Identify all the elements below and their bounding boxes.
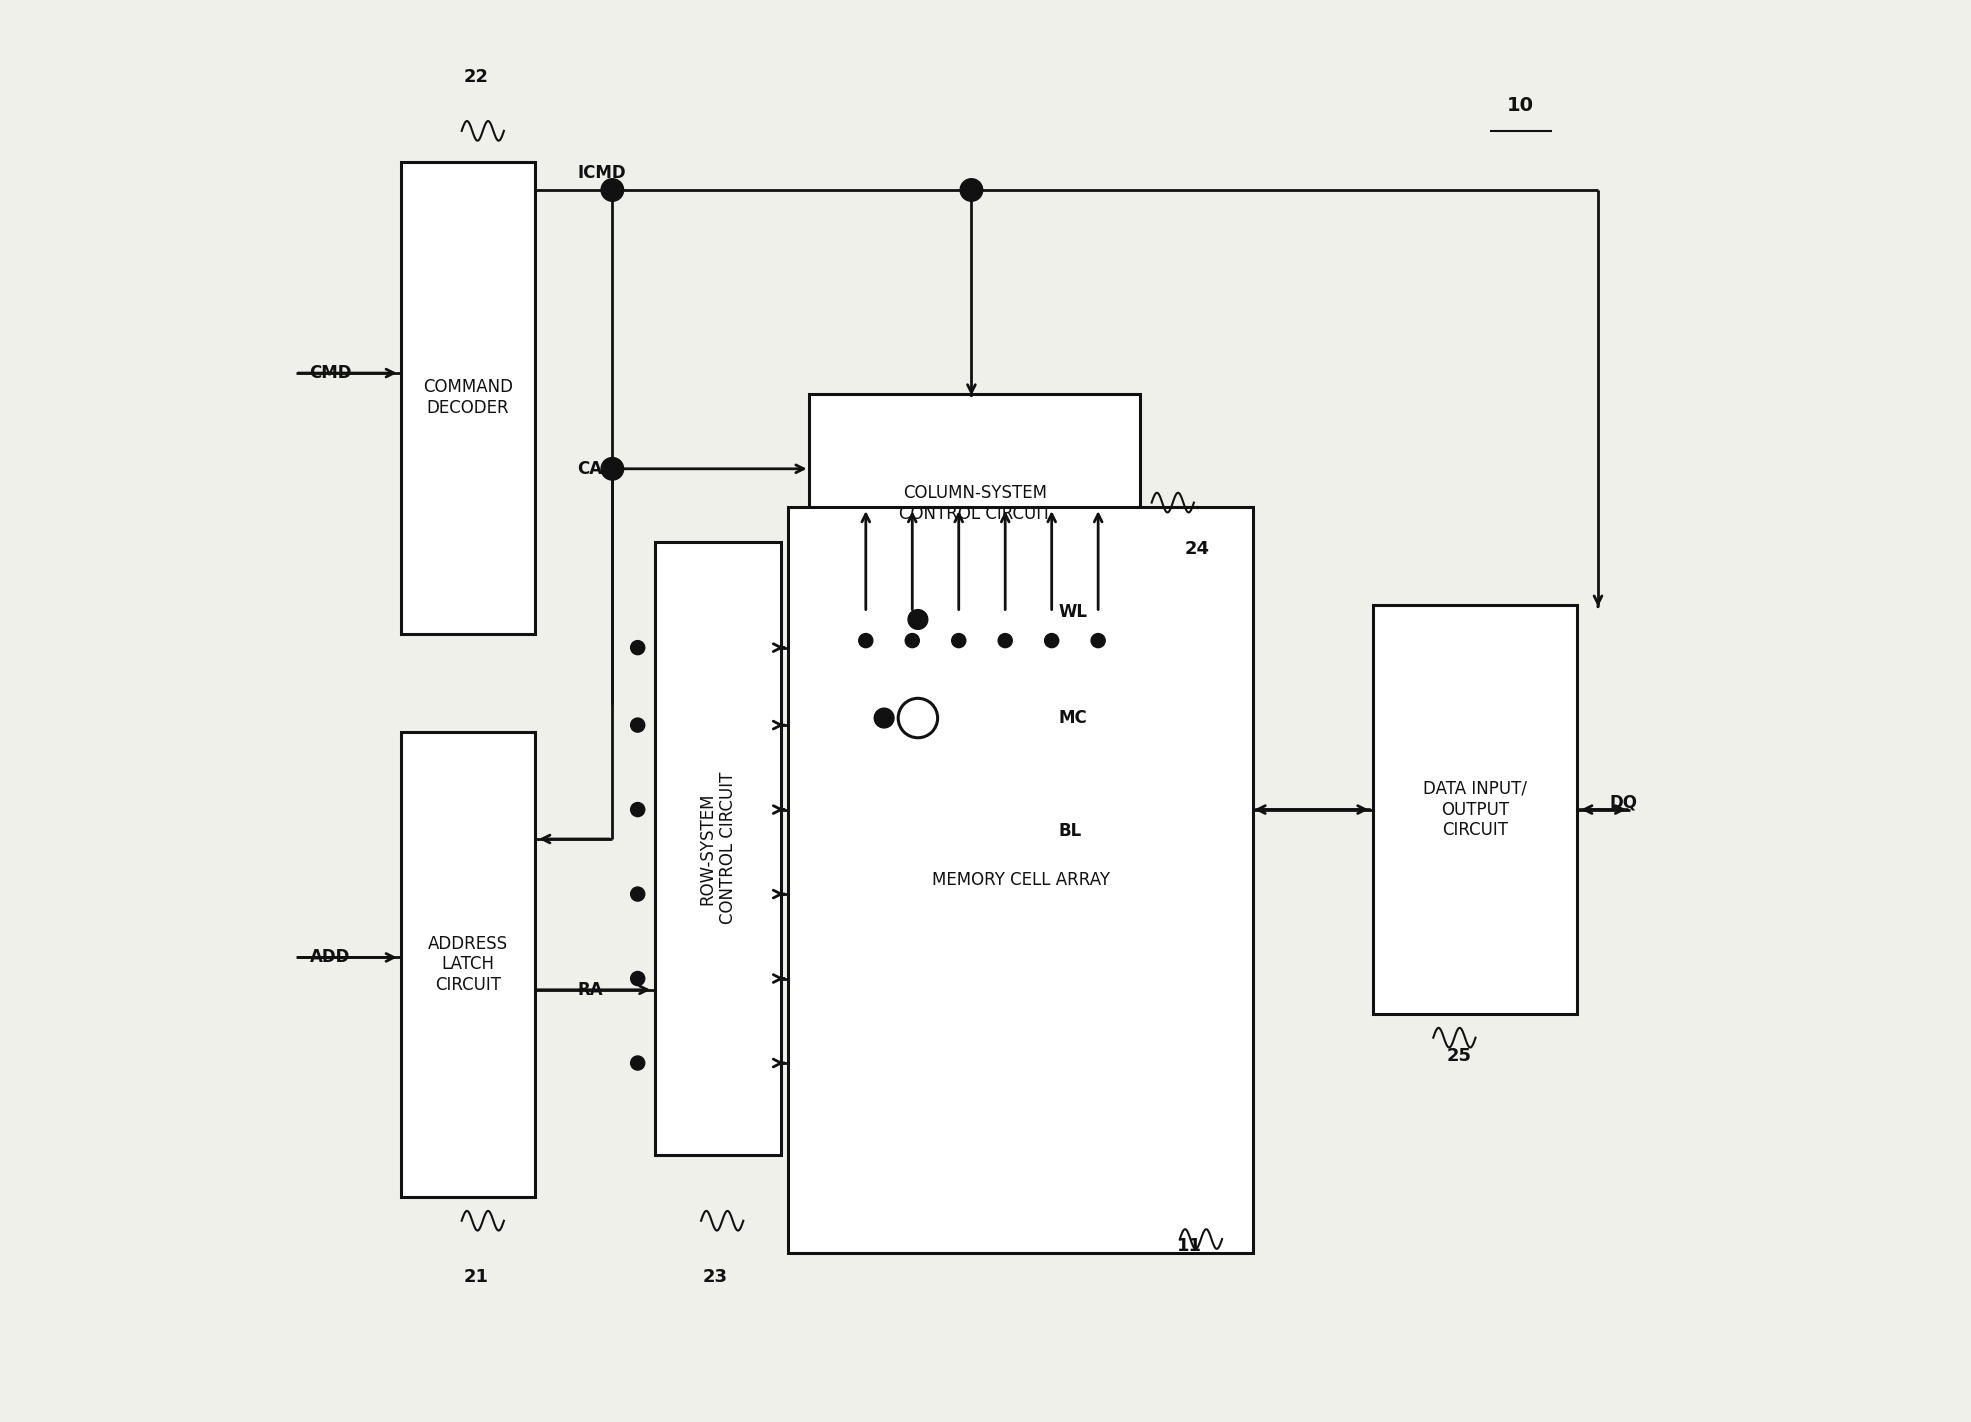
Bar xyxy=(788,506,1254,1253)
Circle shape xyxy=(1092,634,1106,647)
Circle shape xyxy=(960,179,984,202)
Circle shape xyxy=(631,718,645,732)
Circle shape xyxy=(631,887,645,902)
Text: CA: CA xyxy=(578,459,603,478)
Bar xyxy=(402,732,534,1197)
Text: CMD: CMD xyxy=(309,364,353,383)
Text: DATA INPUT/
OUTPUT
CIRCUIT: DATA INPUT/ OUTPUT CIRCUIT xyxy=(1423,779,1528,839)
Text: 11: 11 xyxy=(1177,1237,1202,1256)
Text: 21: 21 xyxy=(463,1268,489,1285)
Circle shape xyxy=(875,708,895,728)
Text: MEMORY CELL ARRAY: MEMORY CELL ARRAY xyxy=(932,870,1110,889)
Circle shape xyxy=(1045,634,1058,647)
Circle shape xyxy=(601,458,623,481)
Text: ICMD: ICMD xyxy=(578,164,625,182)
Text: DQ: DQ xyxy=(1608,793,1638,812)
Text: ROW-SYSTEM
CONTROL CIRCUIT: ROW-SYSTEM CONTROL CIRCUIT xyxy=(698,772,737,924)
Text: 10: 10 xyxy=(1508,97,1533,115)
Circle shape xyxy=(631,1057,645,1071)
Circle shape xyxy=(859,634,873,647)
Text: 22: 22 xyxy=(463,68,489,87)
Circle shape xyxy=(631,640,645,654)
Bar xyxy=(810,394,1141,613)
Text: WL: WL xyxy=(1058,603,1088,621)
Circle shape xyxy=(952,634,966,647)
Text: COMMAND
DECODER: COMMAND DECODER xyxy=(424,378,512,417)
Bar xyxy=(402,162,534,634)
Text: 23: 23 xyxy=(702,1268,727,1285)
Circle shape xyxy=(631,971,645,985)
Circle shape xyxy=(997,634,1013,647)
Text: ADDRESS
LATCH
CIRCUIT: ADDRESS LATCH CIRCUIT xyxy=(428,934,509,994)
Text: COLUMN-SYSTEM
CONTROL CIRCUIT: COLUMN-SYSTEM CONTROL CIRCUIT xyxy=(899,483,1051,523)
Circle shape xyxy=(601,179,623,202)
Text: MC: MC xyxy=(1058,710,1088,727)
Text: 24: 24 xyxy=(1185,540,1210,557)
Text: BL: BL xyxy=(1058,822,1082,839)
Text: ADD: ADD xyxy=(309,948,351,967)
Text: RA: RA xyxy=(578,981,603,998)
Bar xyxy=(1372,606,1577,1014)
Bar xyxy=(654,542,781,1155)
Circle shape xyxy=(631,802,645,816)
Circle shape xyxy=(909,610,928,630)
Text: 25: 25 xyxy=(1447,1047,1470,1065)
Circle shape xyxy=(905,634,918,647)
